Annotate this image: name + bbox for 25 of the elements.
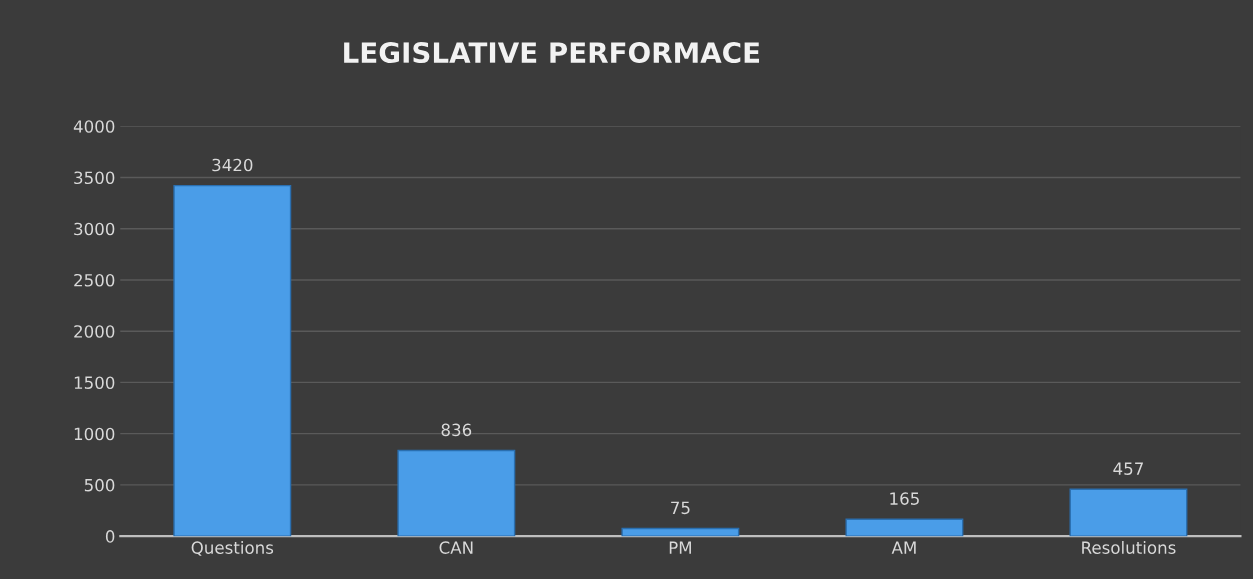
bar	[845, 518, 964, 537]
data-label: 3420	[212, 158, 253, 172]
y-tick-label: 1500	[74, 376, 115, 389]
bar	[173, 184, 292, 537]
x-tick-label: CAN	[439, 541, 473, 554]
x-tick-label: PM	[669, 541, 691, 554]
x-tick-label: Questions	[191, 541, 274, 556]
y-tick-label: 2500	[74, 273, 115, 287]
y-tick-label: 3000	[74, 222, 115, 236]
x-tick-label: AM	[891, 541, 916, 554]
y-tick-label: 0	[105, 530, 115, 543]
y-tick-label: 2000	[74, 325, 115, 338]
bar	[621, 527, 740, 537]
chart-title: LEGISLATIVE PERFORMACE	[344, 42, 760, 64]
data-label: 836	[441, 423, 472, 437]
y-tick-label: 1000	[74, 427, 115, 441]
bar	[1069, 488, 1188, 537]
x-tick-label: Resolutions	[1082, 541, 1176, 554]
data-label: 75	[671, 501, 690, 515]
bar	[397, 449, 516, 537]
y-tick-label: 500	[84, 478, 115, 492]
data-label: 165	[890, 492, 919, 505]
data-label: 457	[1113, 462, 1143, 475]
y-tick-label: 4000	[73, 120, 115, 133]
y-tick-label: 3500	[74, 171, 115, 185]
